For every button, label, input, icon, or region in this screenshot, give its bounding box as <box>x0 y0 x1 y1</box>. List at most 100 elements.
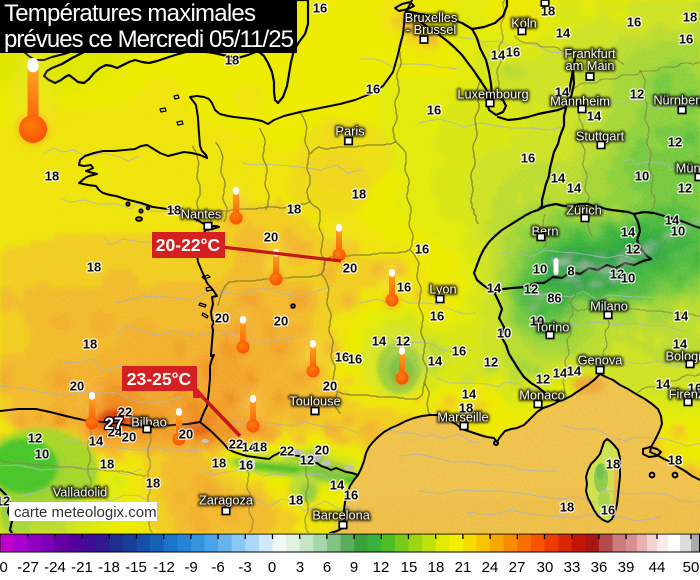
svg-text:14: 14 <box>587 109 602 124</box>
svg-text:18: 18 <box>289 493 303 508</box>
svg-text:-15: -15 <box>125 559 147 576</box>
svg-text:6: 6 <box>323 559 331 576</box>
svg-text:18: 18 <box>683 10 697 25</box>
svg-text:39: 39 <box>618 559 635 576</box>
svg-text:Lyon: Lyon <box>429 282 456 297</box>
svg-text:14: 14 <box>487 281 502 296</box>
svg-text:carte meteologix.com: carte meteologix.com <box>14 504 157 521</box>
svg-text:Nantes: Nantes <box>181 207 222 222</box>
svg-text:14: 14 <box>567 181 582 196</box>
svg-text:am Main: am Main <box>565 58 614 73</box>
svg-text:12: 12 <box>28 431 42 446</box>
svg-text:18: 18 <box>100 457 114 472</box>
svg-text:14: 14 <box>242 440 257 455</box>
svg-text:Frankfurt: Frankfurt <box>564 46 616 61</box>
svg-text:Genova: Genova <box>578 353 624 368</box>
svg-text:18: 18 <box>146 476 160 491</box>
svg-text:Valladolid: Valladolid <box>53 485 108 500</box>
svg-text:18: 18 <box>352 187 366 202</box>
svg-text:Zürich: Zürich <box>566 203 602 218</box>
svg-text:8: 8 <box>547 291 554 306</box>
svg-text:14: 14 <box>551 171 566 186</box>
svg-text:14: 14 <box>462 387 477 402</box>
svg-text:Stuttgart: Stuttgart <box>576 129 625 144</box>
svg-text:am Main: am Main <box>565 58 614 73</box>
svg-text:12: 12 <box>300 453 314 468</box>
svg-text:-6: -6 <box>211 559 224 576</box>
svg-text:18: 18 <box>167 203 181 218</box>
svg-text:Mannheim: Mannheim <box>550 94 610 109</box>
svg-text:-12: -12 <box>153 559 175 576</box>
svg-text:16: 16 <box>313 1 327 16</box>
svg-text:12: 12 <box>630 87 644 102</box>
svg-text:14: 14 <box>330 478 345 493</box>
svg-text:-27: -27 <box>17 559 39 576</box>
svg-text:-3: -3 <box>238 559 251 576</box>
svg-text:10: 10 <box>533 262 547 277</box>
svg-text:20: 20 <box>70 379 84 394</box>
svg-text:14: 14 <box>491 48 506 63</box>
svg-text:München: München <box>676 161 700 176</box>
svg-text:22: 22 <box>280 444 294 459</box>
svg-text:20-22°C: 20-22°C <box>156 235 221 255</box>
svg-text:16: 16 <box>348 352 362 367</box>
svg-text:Paris: Paris <box>335 124 364 139</box>
svg-text:16: 16 <box>415 242 429 257</box>
svg-text:16: 16 <box>240 457 254 472</box>
svg-text:44: 44 <box>649 559 666 576</box>
svg-text:27: 27 <box>509 559 526 576</box>
svg-text:14: 14 <box>665 213 680 228</box>
svg-text:Bruxelles: Bruxelles <box>405 10 458 25</box>
svg-text:20: 20 <box>274 314 288 329</box>
svg-text:Toulouse: Toulouse <box>289 394 340 409</box>
svg-text:16: 16 <box>397 280 411 295</box>
svg-text:12: 12 <box>396 334 410 349</box>
svg-text:München: München <box>676 161 700 176</box>
svg-text:16: 16 <box>679 32 693 47</box>
svg-text:Barcelona: Barcelona <box>312 508 371 523</box>
svg-text:16: 16 <box>627 15 641 30</box>
svg-text:14: 14 <box>621 225 636 240</box>
svg-text:12: 12 <box>524 282 538 297</box>
svg-text:Marseille: Marseille <box>437 410 488 425</box>
svg-text:24: 24 <box>108 425 123 440</box>
svg-text:12: 12 <box>678 181 692 196</box>
svg-text:0: 0 <box>268 559 276 576</box>
svg-text:18: 18 <box>606 457 620 472</box>
svg-text:10: 10 <box>635 169 649 184</box>
svg-text:Bilbao: Bilbao <box>131 415 167 430</box>
svg-text:Stuttgart: Stuttgart <box>576 129 625 144</box>
svg-text:Paris: Paris <box>335 124 364 139</box>
svg-text:Mannheim: Mannheim <box>550 94 610 109</box>
svg-text:18: 18 <box>225 53 239 68</box>
svg-text:Nürnberg: Nürnberg <box>653 93 700 108</box>
svg-text:Monaco: Monaco <box>519 388 565 403</box>
svg-text:16: 16 <box>452 344 466 359</box>
svg-text:16: 16 <box>239 458 253 473</box>
svg-text:14: 14 <box>89 434 104 449</box>
svg-text:14: 14 <box>656 377 671 392</box>
svg-text:20: 20 <box>343 261 357 276</box>
svg-text:18: 18 <box>459 401 473 416</box>
svg-text:- Brussel: - Brussel <box>406 22 457 37</box>
svg-text:27: 27 <box>105 414 124 433</box>
svg-text:Températures maximales: Températures maximales <box>4 0 256 27</box>
svg-text:Barcelona: Barcelona <box>312 508 371 523</box>
svg-text:Zaragoza: Zaragoza <box>199 493 254 508</box>
svg-text:16: 16 <box>366 82 380 97</box>
svg-text:14: 14 <box>674 309 689 324</box>
svg-text:Marseille: Marseille <box>437 410 488 425</box>
svg-text:Milano: Milano <box>590 299 628 314</box>
svg-text:12: 12 <box>536 372 550 387</box>
svg-text:- Brussel: - Brussel <box>406 22 457 37</box>
svg-text:9: 9 <box>350 559 358 576</box>
svg-text:16: 16 <box>521 151 535 166</box>
svg-text:16: 16 <box>344 488 358 503</box>
svg-text:14: 14 <box>556 26 571 41</box>
svg-text:Luxembourg: Luxembourg <box>457 87 528 102</box>
svg-text:21: 21 <box>455 559 472 576</box>
svg-text:20: 20 <box>315 443 329 458</box>
svg-text:Zaragoza: Zaragoza <box>199 493 254 508</box>
svg-text:-24: -24 <box>44 559 66 576</box>
svg-text:Monaco: Monaco <box>519 388 565 403</box>
